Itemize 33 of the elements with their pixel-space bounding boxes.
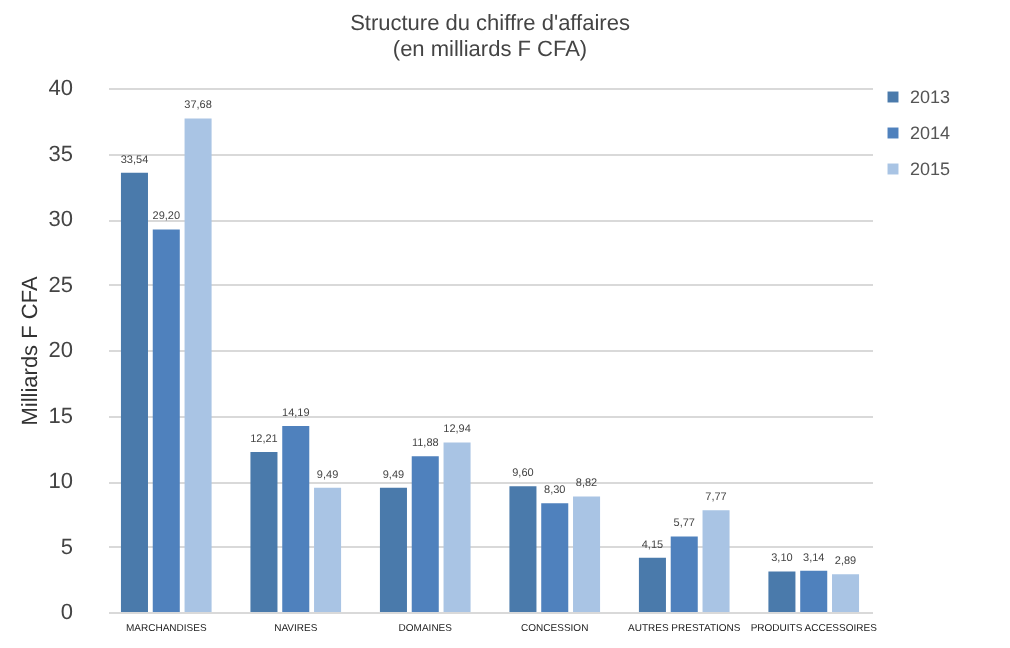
chart-subtitle: (en milliards F CFA) [392, 38, 588, 62]
legend-label: 2013 [910, 87, 951, 107]
y-tick-label: 5 [60, 535, 73, 560]
legend-label: 2014 [910, 123, 951, 143]
bar [509, 486, 537, 612]
bar [541, 503, 569, 612]
y-tick-label: 10 [48, 470, 73, 494]
y-tick-label: 40 [48, 77, 73, 101]
y-tick-label: 20 [48, 339, 73, 363]
bar [443, 442, 471, 612]
bar [152, 229, 180, 612]
bar [411, 456, 439, 612]
bar [832, 574, 860, 612]
chart-title: Structure du chiffre d'affaires [350, 12, 631, 36]
bar [120, 172, 148, 612]
y-tick-label: 15 [48, 404, 73, 429]
y-axis-title: Milliards F CFA [18, 275, 43, 426]
y-tick-label: 30 [48, 208, 73, 232]
bar [314, 487, 342, 612]
bar [250, 452, 278, 612]
bar [800, 570, 828, 612]
bar [379, 487, 407, 612]
bar [702, 510, 730, 612]
bar [573, 496, 601, 612]
bar [184, 118, 212, 612]
legend-label: 2015 [910, 159, 951, 179]
bar [768, 571, 796, 612]
bar [282, 426, 310, 612]
y-tick-label: 35 [48, 142, 73, 167]
bar [670, 536, 698, 612]
bar [638, 557, 666, 612]
y-tick-label: 25 [48, 273, 73, 298]
y-tick-label: 0 [60, 601, 73, 625]
